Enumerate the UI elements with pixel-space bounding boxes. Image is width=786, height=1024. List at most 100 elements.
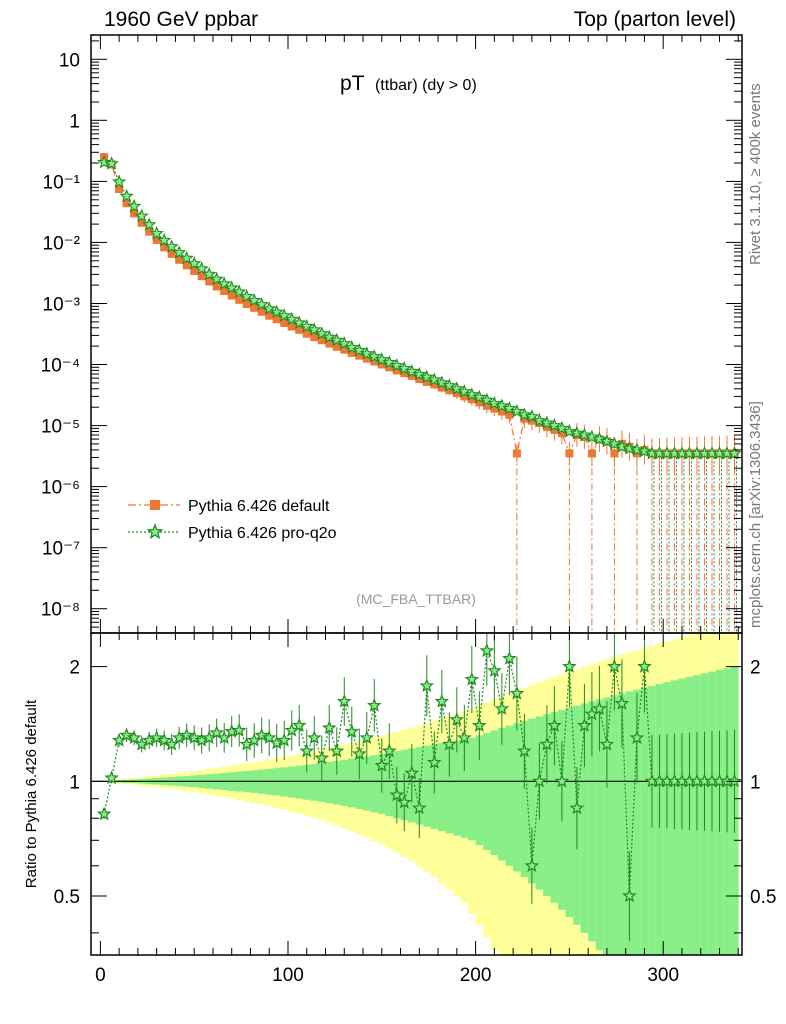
header-left-label: 1960 GeV ppbar: [104, 8, 258, 31]
ratio-point-pro-q2o: [539, 736, 555, 751]
main-point-pro-q2o: [599, 433, 615, 448]
ratio-point-pro-q2o: [562, 658, 577, 673]
ratio-point-pro-q2o: [479, 643, 495, 658]
main-point-pro-q2o: [464, 387, 480, 401]
y-tick-label-ratio-right: 1: [750, 772, 761, 793]
main-point-pro-q2o: [487, 396, 502, 410]
main-point-default: [145, 227, 154, 236]
band-inner-bin: [543, 714, 551, 896]
ratio-point-pro-q2o: [622, 888, 637, 903]
main-point-pro-q2o: [412, 366, 427, 381]
main-point-pro-q2o: [157, 232, 172, 247]
main-point-default: [445, 386, 454, 395]
main-point-default: [370, 357, 379, 366]
band-inner-bin: [595, 699, 604, 951]
main-point-pro-q2o: [517, 407, 532, 421]
ratio-point-pro-q2o: [374, 757, 390, 772]
main-point-pro-q2o: [164, 239, 179, 253]
main-point-default: [505, 410, 514, 419]
y-tick-label-ratio-left: 2: [69, 658, 80, 679]
main-point-pro-q2o: [217, 276, 232, 290]
main-point-default: [325, 339, 334, 348]
ratio-point-pro-q2o: [209, 725, 224, 740]
ratio-point-pro-q2o: [149, 730, 164, 745]
main-point-pro-q2o: [727, 445, 742, 460]
ratio-point-pro-q2o: [397, 794, 412, 809]
band-inner-bin: [633, 689, 642, 955]
y-tick-label-main: 10⁻³: [43, 295, 81, 316]
y-tick-label-main: 10⁻¹: [43, 172, 81, 193]
ratio-series: [96, 633, 742, 941]
ratio-point-pro-q2o: [306, 730, 322, 745]
ratio-point-pro-q2o: [472, 717, 487, 732]
main-point-default: [482, 401, 491, 410]
main-point-default: [130, 209, 139, 218]
ratio-point-pro-q2o: [592, 701, 607, 715]
axis-ticks: [91, 35, 742, 955]
ratio-point-pro-q2o: [314, 750, 330, 765]
main-point-pro-q2o: [299, 319, 314, 333]
main-point-default: [257, 307, 266, 316]
legend-label-default: Pythia 6.426 default: [188, 498, 330, 515]
ratio-point-pro-q2o: [126, 730, 142, 745]
y-tick-label-main: 10⁻²: [43, 233, 81, 254]
band-inner-bin: [483, 732, 491, 851]
main-point-pro-q2o: [562, 423, 577, 438]
main-point-default: [557, 429, 566, 438]
main-point-default: [205, 277, 214, 286]
x-tick-label: 0: [95, 965, 106, 986]
main-point-pro-q2o: [584, 429, 600, 443]
ratio-point-pro-q2o: [119, 727, 134, 742]
ratio-point-pro-q2o: [299, 743, 315, 758]
band-inner-bin: [580, 703, 589, 933]
main-point-pro-q2o: [292, 315, 307, 330]
main-point-default: [610, 449, 619, 458]
band-inner-bin: [423, 745, 431, 827]
main-point-pro-q2o: [494, 398, 510, 413]
main-point-default: [265, 311, 274, 320]
plot-title: pT (ttbar) (dy > 0): [340, 72, 477, 95]
y-tick-label-main: 10⁻⁴: [41, 356, 80, 377]
ratio-y-axis-label: Ratio to Pythia 6.426 default: [23, 699, 40, 888]
main-point-default: [340, 345, 349, 354]
main-point-pro-q2o: [389, 358, 404, 372]
band-inner-bin: [550, 712, 559, 903]
main-point-default: [490, 404, 499, 413]
main-point-pro-q2o: [622, 441, 637, 455]
main-series: [96, 153, 742, 633]
ratio-point-pro-q2o: [179, 727, 194, 742]
y-tick-label-ratio-right: 2: [750, 658, 761, 679]
legend-marker-pro-q2o: [146, 523, 164, 540]
main-point-default: [197, 272, 206, 281]
main-point-default: [235, 295, 244, 304]
band-inner-bin: [528, 718, 536, 884]
main-point-pro-q2o: [419, 369, 434, 384]
ratio-point-pro-q2o: [367, 697, 382, 712]
main-point-pro-q2o: [554, 420, 570, 435]
main-point-default: [362, 354, 371, 363]
main-point-pro-q2o: [509, 404, 525, 418]
ratio-point-pro-q2o: [599, 736, 615, 751]
ratio-point-pro-q2o: [554, 773, 570, 788]
main-point-default: [152, 235, 161, 244]
main-point-default: [400, 369, 409, 378]
ratio-point-pro-q2o: [442, 736, 457, 751]
band-inner-bin: [333, 760, 341, 805]
band-inner-bin: [310, 763, 319, 801]
main-point-default: [160, 243, 169, 252]
main-point-pro-q2o: [194, 261, 209, 275]
main-point-pro-q2o: [352, 342, 367, 357]
ratio-point-pro-q2o: [344, 723, 360, 738]
main-point-default: [452, 389, 461, 398]
main-point-default: [632, 449, 641, 458]
main-point-pro-q2o: [307, 322, 322, 336]
main-point-pro-q2o: [637, 443, 652, 458]
ratio-point-pro-q2o: [524, 858, 540, 873]
main-point-pro-q2o: [427, 372, 442, 386]
ratio-point-pro-q2o: [419, 678, 435, 693]
main-point-default: [520, 414, 529, 423]
band-inner-bin: [520, 720, 529, 878]
x-tick-label: 300: [647, 965, 679, 986]
main-point-default: [250, 303, 259, 312]
main-point-default: [347, 348, 356, 357]
